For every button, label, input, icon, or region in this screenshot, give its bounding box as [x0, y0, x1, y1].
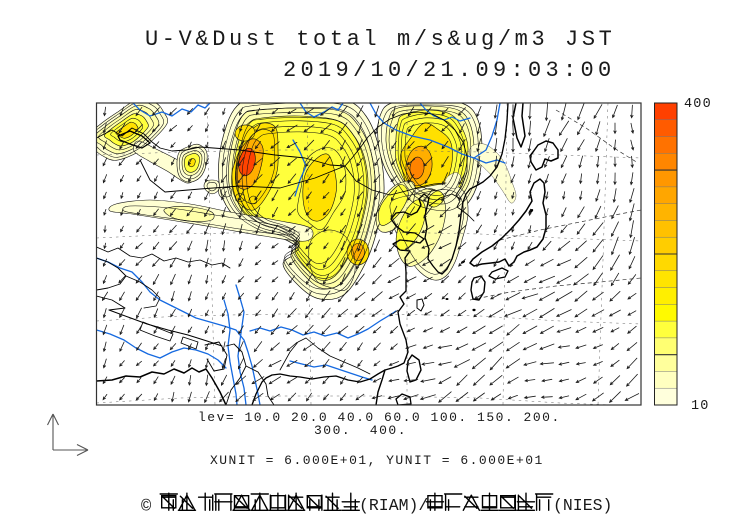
svg-text:10: 10: [691, 399, 710, 414]
svg-text:2019/10/21.09:03:00: 2019/10/21.09:03:00: [283, 58, 616, 83]
svg-text:©: ©: [141, 498, 151, 517]
svg-text:lev= 10.0 20.0 40.0 60.0 100.: lev= 10.0 20.0 40.0 60.0 100. 150. 200.: [198, 410, 561, 425]
svg-text:XUNIT = 6.000E+01, YUNIT = 6.0: XUNIT = 6.000E+01, YUNIT = 6.000E+01: [210, 453, 544, 468]
svg-text:(NIES): (NIES): [553, 496, 612, 515]
svg-text:U-V&Dust total m/s&ug/m3 JST: U-V&Dust total m/s&ug/m3 JST: [145, 27, 615, 52]
svg-text:400: 400: [684, 97, 712, 112]
svg-text:300. 400.: 300. 400.: [314, 423, 407, 438]
svg-text:(RIAM)/: (RIAM)/: [359, 496, 428, 515]
